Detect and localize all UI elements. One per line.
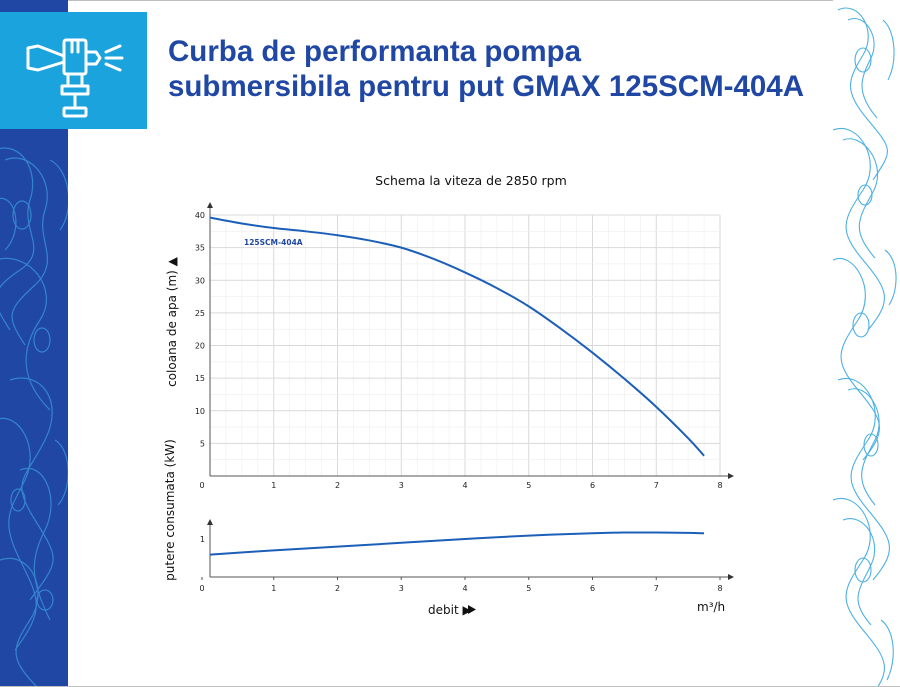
x-tick-label: 2 — [335, 584, 340, 593]
debit-arrow-icon — [468, 605, 476, 614]
head-axis-label: coloana de apa (m) ▲ — [165, 256, 179, 387]
power-chart-x-ticks: 0 1 2 3 4 5 6 7 8 — [199, 577, 723, 593]
head-chart-axes — [207, 202, 734, 479]
power-axis-label: putere consumata (kW) — [163, 439, 177, 581]
head-chart-y-ticks: 5 10 15 20 25 30 35 40 — [195, 211, 205, 448]
power-chart-axes — [207, 519, 734, 614]
right-decor-band — [833, 0, 900, 687]
flow-axis-label: debit ▶ — [428, 603, 472, 617]
title-line-2: submersibila pentru put GMAX 125SCM-404A — [168, 70, 805, 103]
x-tick-label: 8 — [717, 481, 722, 490]
power-chart-series — [209, 531, 705, 556]
series-label: 125SCM-404A — [244, 238, 303, 247]
power-chart-y-ticks: 1 — [200, 535, 205, 544]
y-tick-label: 20 — [195, 342, 205, 351]
y-tick-label: 30 — [195, 276, 205, 285]
head-curve-line — [209, 216, 705, 457]
head-chart-x-ticks: 0 1 2 3 4 5 6 7 8 — [199, 481, 722, 490]
x-tick-label: 1 — [271, 481, 276, 490]
x-axis-arrow — [728, 473, 734, 479]
y-tick-label: 5 — [200, 439, 205, 448]
chart-title: Schema la viteza de 2850 rpm — [375, 173, 567, 188]
x-tick-label: 2 — [335, 481, 340, 490]
head-chart-grid — [210, 214, 721, 476]
x-tick-label: 6 — [590, 481, 595, 490]
x-tick-label: 5 — [526, 481, 531, 490]
pump-icon — [26, 38, 124, 118]
x-tick-label: 7 — [654, 481, 659, 490]
y-tick-label: 15 — [195, 374, 205, 383]
head-chart-series: 125SCM-404A — [209, 216, 705, 457]
x-tick-label: 1 — [271, 584, 276, 593]
flow-unit-label: m³/h — [697, 600, 725, 614]
page-title: Curba de performanta pompa submersibila … — [168, 34, 848, 104]
x-axis-arrow — [728, 574, 734, 580]
frame-top-border — [0, 0, 900, 1]
x-tick-label: 7 — [654, 584, 659, 593]
y-axis-arrow — [207, 202, 213, 208]
y-tick-label: 40 — [195, 211, 205, 220]
x-tick-label: 3 — [399, 584, 404, 593]
power-curve-line — [209, 531, 705, 556]
y-axis-arrow — [207, 519, 213, 525]
contour-pattern-left — [0, 147, 68, 687]
y-tick-label: 10 — [195, 407, 205, 416]
y-tick-label: 25 — [195, 309, 205, 318]
x-tick-label: 6 — [590, 584, 595, 593]
x-tick-label: 3 — [399, 481, 404, 490]
x-tick-label: 4 — [462, 584, 467, 593]
title-line-1: Curba de performanta pompa — [168, 35, 582, 68]
y-tick-label: 1 — [200, 535, 205, 544]
x-tick-label: 8 — [717, 584, 722, 593]
y-tick-label: 35 — [195, 244, 205, 253]
x-tick-label: 0 — [199, 481, 204, 490]
x-tick-label: 4 — [462, 481, 467, 490]
x-tick-label: 5 — [526, 584, 531, 593]
x-tick-label: 0 — [199, 584, 204, 593]
logo-box — [0, 12, 147, 129]
contour-pattern-right — [833, 7, 897, 687]
